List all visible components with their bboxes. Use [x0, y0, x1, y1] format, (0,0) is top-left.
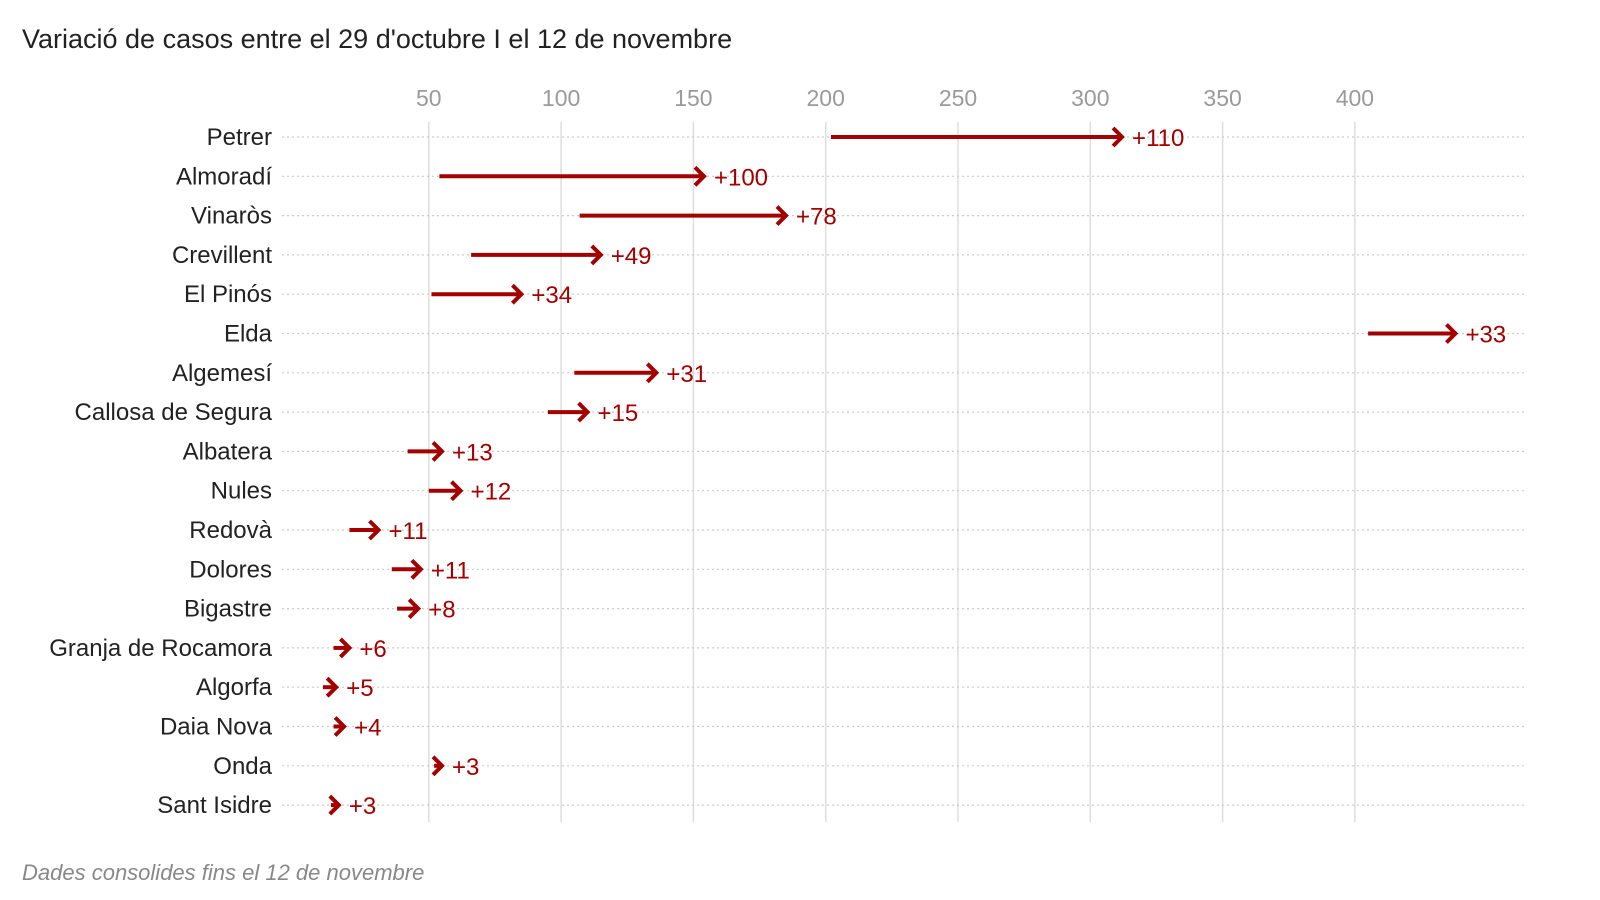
change-label: +100 [714, 164, 768, 191]
change-label: +110 [1132, 125, 1184, 152]
change-label: +78 [796, 204, 837, 231]
arrow-head [328, 794, 342, 816]
category-label: Granja de Rocamora [49, 635, 272, 662]
x-tick-label: 300 [1071, 85, 1109, 111]
x-tick-label: 50 [416, 85, 442, 111]
change-label: +3 [349, 793, 376, 820]
change-label: +12 [471, 479, 512, 506]
category-label: Albatera [183, 438, 273, 465]
source-note: Dades consolides fins el 12 de novembre [22, 860, 425, 885]
category-label: Elda [224, 321, 273, 348]
arrow-head [431, 755, 445, 777]
arrow-head [693, 165, 707, 187]
arrow-head [407, 598, 422, 620]
category-label: Callosa de Segura [75, 399, 273, 426]
arrow-head [325, 676, 340, 698]
x-tick-label: 350 [1203, 85, 1241, 111]
change-label: +49 [611, 243, 652, 270]
change-label: +8 [428, 597, 455, 624]
change-label: +4 [354, 715, 381, 742]
category-label: Sant Isidre [157, 792, 272, 819]
change-label: +31 [666, 361, 707, 388]
change-label: +11 [431, 557, 470, 584]
arrow-head [590, 244, 604, 266]
arrow-head [577, 401, 591, 423]
category-label: Petrer [207, 124, 272, 151]
change-label: +34 [531, 282, 572, 309]
arrow-head [368, 519, 382, 541]
category-label: Algemesí [172, 360, 272, 387]
arrow-head [333, 716, 347, 737]
arrow-head [339, 637, 353, 659]
arrow-head [410, 558, 424, 580]
x-tick-label: 150 [674, 85, 712, 111]
category-label: Bigastre [184, 596, 272, 623]
category-label: Crevillent [172, 242, 272, 269]
change-label: +13 [452, 439, 493, 466]
arrow-head [431, 440, 445, 462]
x-tick-label: 100 [542, 85, 580, 111]
x-tick-label: 250 [939, 85, 977, 111]
change-label: +11 [389, 518, 428, 545]
category-label: Onda [213, 753, 272, 780]
arrow-head [645, 362, 660, 384]
x-tick-label: 200 [807, 85, 845, 111]
category-label: Vinaròs [191, 203, 272, 230]
arrow-head [450, 480, 464, 502]
arrow-head [775, 205, 789, 227]
category-label: Dolores [189, 556, 272, 583]
change-label: +3 [452, 754, 479, 781]
change-label: +5 [346, 675, 373, 702]
category-label: Daia Nova [160, 714, 273, 741]
change-label: +33 [1465, 322, 1506, 349]
arrow-head [1111, 126, 1125, 148]
category-label: Algorfa [196, 674, 273, 701]
category-label: Nules [211, 478, 272, 505]
category-label: Almoradí [176, 163, 272, 190]
arrow-head [510, 283, 525, 305]
change-label: +6 [359, 636, 386, 663]
chart-title: Variació de casos entre el 29 d'octubre … [22, 24, 733, 54]
change-label: +15 [598, 400, 639, 427]
category-label: El Pinós [184, 281, 272, 308]
arrow-head [1445, 323, 1459, 344]
x-tick-label: 400 [1336, 85, 1374, 111]
category-label: Redovà [189, 517, 272, 544]
